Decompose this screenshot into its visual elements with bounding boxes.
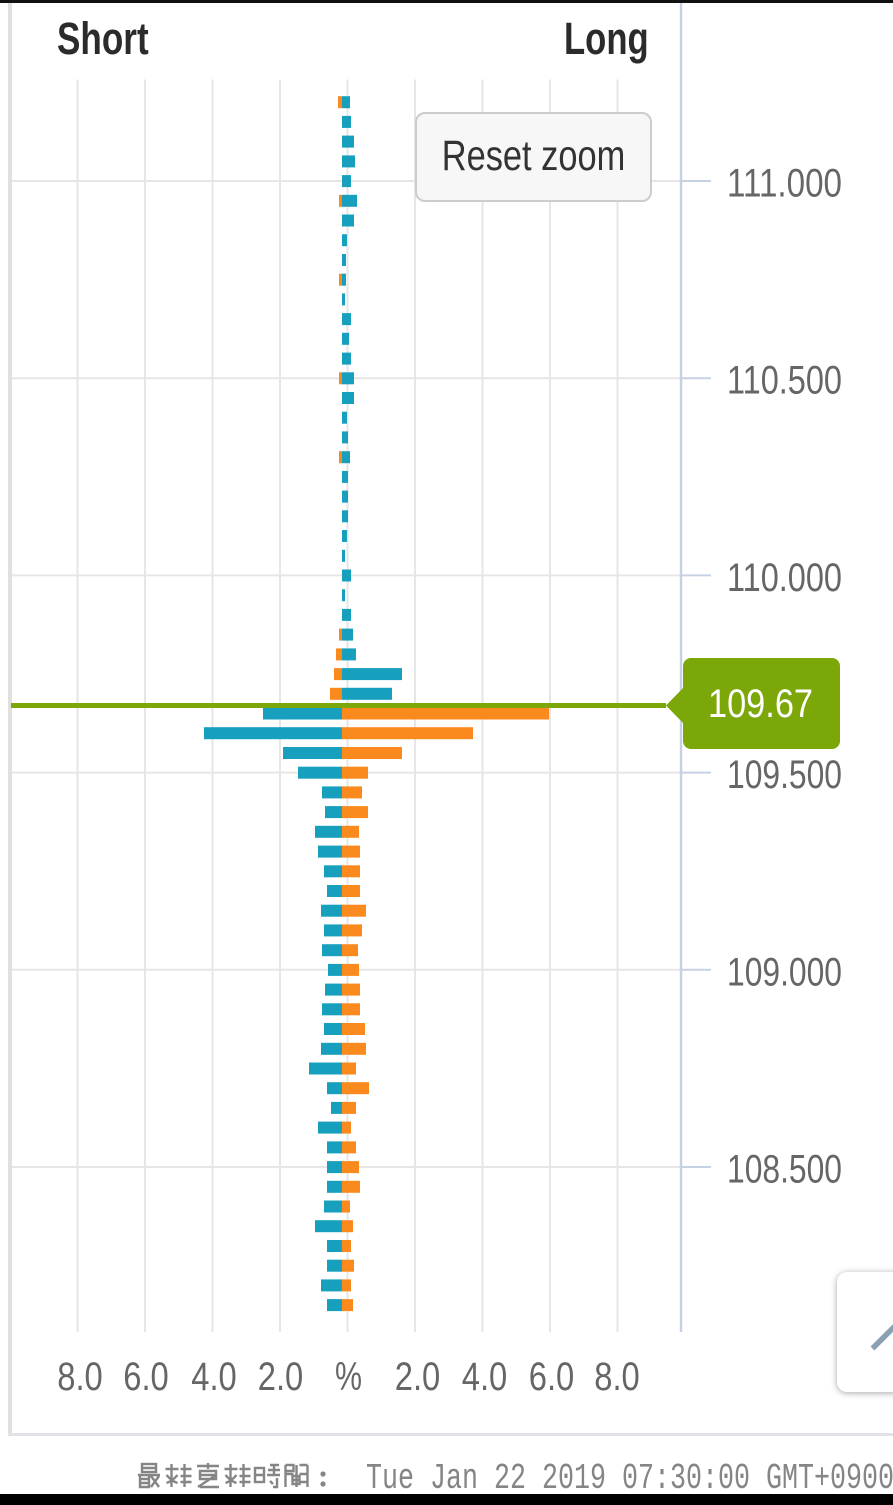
svg-text:2.0: 2.0: [395, 1355, 441, 1399]
svg-text:110.000: 110.000: [727, 556, 842, 600]
svg-text:108.500: 108.500: [727, 1148, 842, 1192]
svg-text:6.0: 6.0: [123, 1355, 169, 1399]
svg-text:Tue Jan 22 2019 07:30:00 GMT+0: Tue Jan 22 2019 07:30:00 GMT+0900: [366, 1458, 893, 1499]
svg-text:109.67: 109.67: [708, 682, 813, 726]
svg-text:6.0: 6.0: [529, 1355, 575, 1399]
svg-text:8.0: 8.0: [594, 1355, 640, 1399]
svg-text:2.0: 2.0: [258, 1355, 304, 1399]
svg-text:109.500: 109.500: [727, 753, 842, 797]
svg-text:111.000: 111.000: [727, 162, 842, 206]
svg-text:%: %: [335, 1355, 362, 1399]
svg-text:110.500: 110.500: [727, 359, 842, 403]
svg-text:109.000: 109.000: [727, 950, 842, 994]
svg-text:8.0: 8.0: [57, 1355, 103, 1399]
svg-text:4.0: 4.0: [191, 1355, 237, 1399]
svg-text:4.0: 4.0: [462, 1355, 508, 1399]
